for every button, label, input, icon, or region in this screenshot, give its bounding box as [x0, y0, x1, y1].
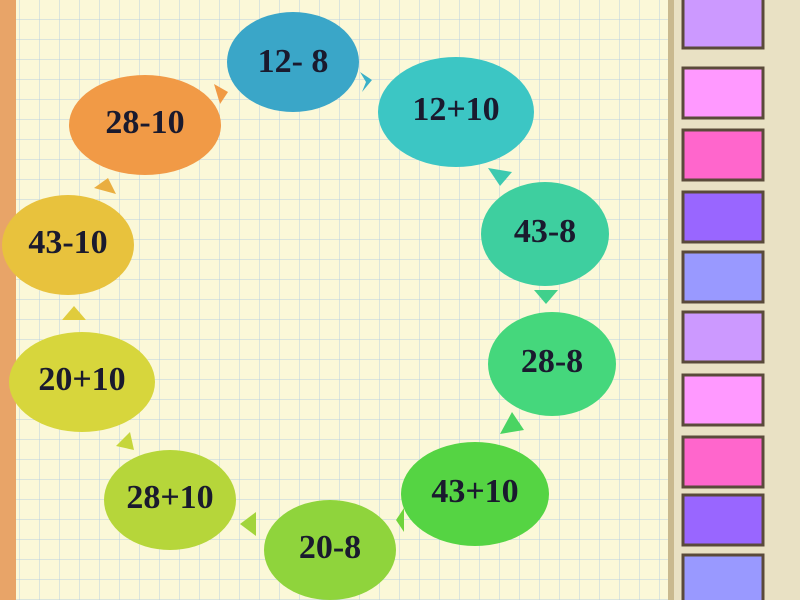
node: [488, 312, 616, 416]
arrow: [360, 72, 372, 92]
left-border: [0, 0, 16, 600]
node-label: 28+10: [126, 479, 213, 516]
node: [69, 75, 221, 175]
node-label: 43-10: [28, 224, 107, 261]
nodes: 12- 8 12+10 43-8 28-8 43+10 20-8 28+10 2…: [2, 12, 616, 600]
tile: [681, 128, 765, 182]
node: [9, 332, 155, 432]
node: [104, 450, 236, 550]
node: [2, 195, 134, 295]
tile: [681, 66, 765, 120]
tile: [681, 0, 765, 50]
node-label: 43-8: [514, 213, 576, 250]
node-label: 28-8: [521, 343, 583, 380]
node: [401, 442, 549, 546]
node: [481, 182, 609, 286]
node-label: 20+10: [38, 361, 125, 398]
tile: [681, 190, 765, 244]
arrow: [396, 508, 404, 532]
tile: [681, 250, 765, 304]
arrow: [534, 290, 558, 304]
node-label: 12- 8: [258, 43, 329, 80]
arrow: [488, 168, 512, 186]
arrow: [500, 412, 524, 434]
tile: [681, 435, 765, 489]
node: [227, 12, 359, 112]
node-label: 43+10: [431, 473, 518, 510]
arrows: [62, 72, 558, 536]
right-panel-edge: [668, 0, 674, 600]
node-label: 20-8: [299, 529, 361, 566]
tile: [681, 493, 765, 547]
arrow: [240, 512, 256, 536]
arrow: [214, 84, 228, 104]
arrow: [116, 432, 134, 450]
tile: [681, 310, 765, 364]
node: [378, 57, 534, 167]
tile: [681, 373, 765, 427]
arrow: [94, 178, 116, 194]
tile: [681, 553, 765, 600]
arrow: [62, 306, 86, 320]
node-label: 12+10: [412, 91, 499, 128]
node: [264, 500, 396, 600]
node-label: 28-10: [105, 104, 184, 141]
tiles: [681, 0, 765, 600]
